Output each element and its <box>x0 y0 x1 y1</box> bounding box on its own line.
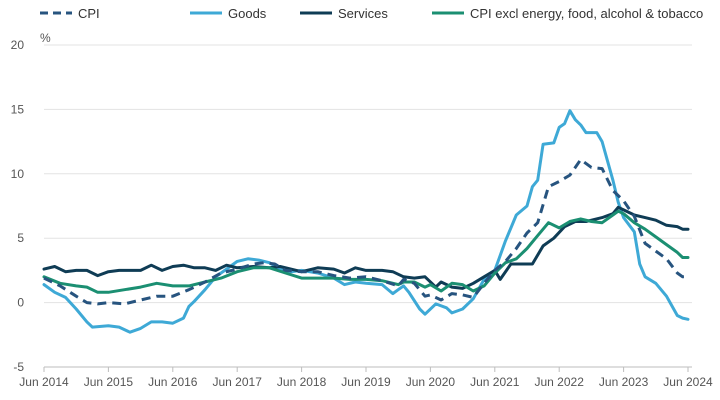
y-tick-label: 0 <box>17 296 24 310</box>
x-tick-label: Jun 2017 <box>213 375 263 389</box>
x-tick-label: Jun 2021 <box>470 375 520 389</box>
y-tick-label: -5 <box>13 360 24 374</box>
x-tick-label: Jun 2018 <box>277 375 327 389</box>
x-tick-label: Jun 2024 <box>663 375 713 389</box>
legend-label: Goods <box>228 6 267 21</box>
y-axis-ticks: -5 0 5 10 15 20 <box>11 38 25 374</box>
x-tick-label: Jun 2020 <box>406 375 456 389</box>
series-line-goods <box>42 109 690 334</box>
chart-legend: CPI Goods Services CPI excl energy, food, a… <box>40 6 703 21</box>
y-unit-label: % <box>40 31 51 45</box>
series-line-services <box>42 205 690 290</box>
series-line-cpi <box>43 158 688 306</box>
x-axis: Jun 2014 Jun 2015 Jun 2016 Jun 2017 Jun 2018… <box>19 366 713 389</box>
x-tick-label: Jun 2015 <box>84 375 134 389</box>
y-tick-label: 20 <box>11 38 25 52</box>
y-tick-label: 10 <box>11 167 25 181</box>
y-tick-label: 15 <box>11 102 25 116</box>
x-tick-label: Jun 2023 <box>599 375 649 389</box>
x-tick-label: Jun 2022 <box>535 375 585 389</box>
legend-label: Services <box>338 6 388 21</box>
legend-label: CPI <box>78 6 100 21</box>
y-tick-label: 5 <box>17 231 24 245</box>
legend-label: CPI excl energy, food, alcohol & tobacco <box>470 6 703 21</box>
gridlines <box>44 44 692 368</box>
x-tick-label: Jun 2019 <box>341 375 391 389</box>
x-tick-label: Jun 2016 <box>148 375 198 389</box>
series-line-cpi-excl-energy-food-alcohol-tobacco <box>42 209 690 294</box>
x-tick-label: Jun 2014 <box>19 375 69 389</box>
series-lines <box>42 109 690 334</box>
